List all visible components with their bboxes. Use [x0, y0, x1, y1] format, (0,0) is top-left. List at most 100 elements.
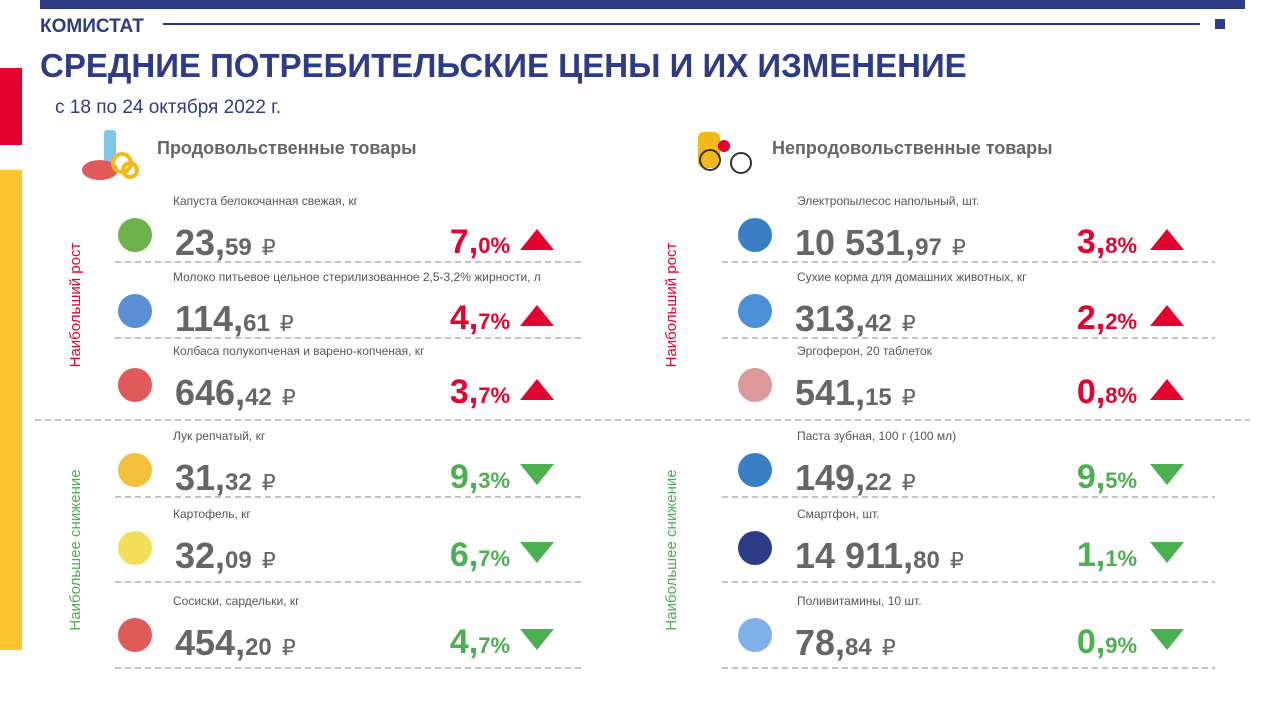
change: 4,7% [450, 299, 510, 337]
arrow-down [520, 629, 554, 650]
item-icon [118, 368, 152, 402]
price: 149,22 ₽ [795, 457, 916, 498]
item-icon [738, 294, 772, 328]
change-fraction: 8% [1105, 233, 1137, 258]
change-main: 0, [1077, 623, 1105, 661]
change: 4,7% [450, 623, 510, 661]
arrow-up [520, 379, 554, 400]
currency: ₽ [950, 548, 964, 573]
item-name: Смартфон, шт. [797, 507, 879, 521]
item-icon [738, 453, 772, 487]
change-main: 4, [450, 299, 478, 337]
group-label: Наибольший рост [663, 243, 680, 368]
change-fraction: 9% [1105, 633, 1137, 658]
item-icon [118, 618, 152, 652]
change: 3,8% [1077, 223, 1137, 261]
price-main: 32, [175, 535, 225, 576]
header-square [1215, 19, 1225, 29]
change: 9,3% [450, 458, 510, 496]
item-name: Паста зубная, 100 г (100 мл) [797, 429, 956, 443]
change: 1,1% [1077, 536, 1137, 574]
change: 9,5% [1077, 458, 1137, 496]
item-icon [738, 618, 772, 652]
price: 541,15 ₽ [795, 372, 916, 413]
price: 10 531,97 ₽ [795, 222, 966, 263]
change: 2,2% [1077, 299, 1137, 337]
change-main: 3, [450, 373, 478, 411]
section-title: Непродовольственные товары [772, 138, 1053, 158]
change-fraction: 5% [1105, 468, 1137, 493]
price-fraction: 80 [913, 547, 940, 574]
change: 6,7% [450, 536, 510, 574]
change-fraction: 7% [478, 309, 510, 334]
item-icon [738, 531, 772, 565]
change-main: 3, [1077, 223, 1105, 261]
price-fraction: 22 [865, 469, 892, 496]
price-main: 313, [795, 298, 865, 339]
group-label: Наибольшее снижение [663, 469, 680, 630]
item-name: Лук репчатый, кг [173, 429, 266, 443]
item-name: Сухие корма для домашних животных, кг [797, 270, 1027, 284]
price-main: 114, [175, 298, 243, 339]
change-fraction: 7% [478, 633, 510, 658]
currency: ₽ [902, 385, 916, 410]
price-main: 541, [795, 372, 865, 413]
nonfood-icon [698, 132, 752, 174]
period: с 18 по 24 октября 2022 г. [55, 97, 281, 118]
currency: ₽ [280, 311, 294, 336]
currency: ₽ [952, 235, 966, 260]
price: 114,61 ₽ [175, 298, 294, 339]
arrow-down [1150, 464, 1184, 485]
item-name: Электропылесос напольный, шт. [797, 194, 979, 208]
currency: ₽ [902, 311, 916, 336]
price: 31,32 ₽ [175, 457, 276, 498]
price: 32,09 ₽ [175, 535, 276, 576]
item-name: Эргоферон, 20 таблеток [797, 344, 933, 358]
change-fraction: 7% [478, 383, 510, 408]
accent-yellow [0, 170, 22, 650]
change-fraction: 8% [1105, 383, 1137, 408]
price-main: 78, [795, 622, 845, 663]
price-fraction: 20 [245, 634, 272, 661]
price: 454,20 ₽ [175, 622, 296, 663]
change-main: 0, [1077, 373, 1105, 411]
change: 0,9% [1077, 623, 1137, 661]
currency: ₽ [282, 385, 296, 410]
item-icon [738, 368, 772, 402]
arrow-up [1150, 229, 1184, 250]
arrow-up [520, 305, 554, 326]
change: 7,0% [450, 223, 510, 261]
price-fraction: 42 [865, 310, 892, 337]
arrow-up [520, 229, 554, 250]
change-fraction: 0% [478, 233, 510, 258]
price-fraction: 15 [865, 384, 892, 411]
price: 23,59 ₽ [175, 222, 276, 263]
price-main: 646, [175, 372, 245, 413]
item-name: Поливитамины, 10 шт. [797, 594, 922, 608]
price: 14 911,80 ₽ [795, 535, 964, 576]
change-main: 2, [1077, 299, 1105, 337]
food-icon [82, 130, 139, 180]
group-label: Наибольшее снижение [67, 469, 84, 630]
item-icon [118, 294, 152, 328]
price-main: 454, [175, 622, 245, 663]
currency: ₽ [262, 470, 276, 495]
price-main: 23, [175, 222, 225, 263]
accent-red [0, 68, 22, 145]
section-title: Продовольственные товары [157, 138, 417, 158]
currency: ₽ [902, 470, 916, 495]
change-main: 1, [1077, 536, 1105, 574]
price-main: 14 911, [795, 535, 913, 576]
change-main: 6, [450, 536, 478, 574]
item-name: Капуста белокочанная свежая, кг [173, 194, 359, 208]
currency: ₽ [282, 635, 296, 660]
price-fraction: 42 [245, 384, 272, 411]
group-label: Наибольший рост [67, 243, 84, 368]
change-main: 9, [450, 458, 478, 496]
item-icon [118, 531, 152, 565]
price-fraction: 32 [225, 469, 252, 496]
arrow-up [1150, 379, 1184, 400]
change: 3,7% [450, 373, 510, 411]
item-icon [118, 218, 152, 252]
